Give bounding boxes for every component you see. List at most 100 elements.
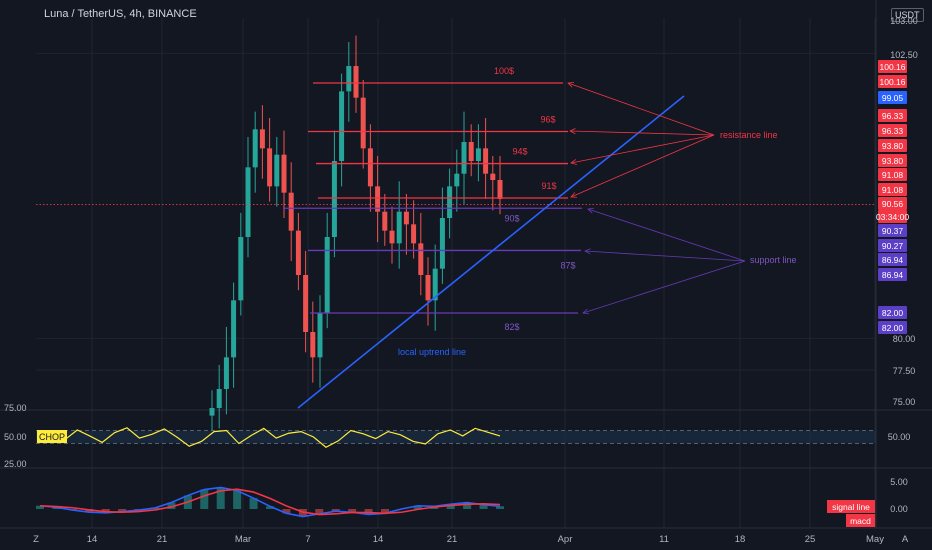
candle <box>411 224 417 244</box>
candle <box>396 211 402 244</box>
price-label <box>878 224 907 237</box>
legend-signal-text: signal line <box>832 502 870 512</box>
candle <box>475 148 481 162</box>
candles <box>209 35 503 431</box>
candle <box>274 154 280 187</box>
candle <box>432 268 438 301</box>
level-lines: 100$ 96$ 94$ 91$ 90$ 87$ 82$ <box>36 66 876 409</box>
candle <box>360 97 366 149</box>
trend-line <box>297 95 685 409</box>
macd-histogram-bar <box>118 509 127 512</box>
candle <box>288 192 294 231</box>
price-label-text: 90.56 <box>882 199 904 209</box>
price-label <box>878 268 907 281</box>
price-label-text: 82.00 <box>882 323 904 333</box>
time-tick: Z <box>33 534 39 545</box>
candle <box>331 161 337 238</box>
candle <box>497 180 503 200</box>
price-label-text: 03:34:00 <box>876 212 909 222</box>
candle <box>461 142 467 174</box>
price-label-text: 93.80 <box>882 141 904 151</box>
signal-line <box>39 488 501 516</box>
candle <box>281 154 287 193</box>
price-label-text: 91.08 <box>882 185 904 195</box>
price-label <box>878 197 907 210</box>
chop-tick: 25.00 <box>4 459 27 469</box>
price-label-text: 96.33 <box>882 126 904 136</box>
macd-histogram-bar <box>233 490 242 509</box>
time-tick: Apr <box>558 534 573 545</box>
price-label-text: 96.33 <box>882 111 904 121</box>
price-tick: 75.00 <box>893 397 916 407</box>
price-tick: 80.00 <box>893 334 916 344</box>
price-label <box>878 139 907 152</box>
candle <box>346 66 352 92</box>
macd-histogram-bar <box>331 509 340 512</box>
trend-annotation: local uptrend line <box>398 347 466 357</box>
chop-badge-text: CHOP <box>39 432 65 442</box>
support-label: 90$ <box>504 213 519 223</box>
price-label-text: 100.16 <box>880 62 906 72</box>
annotation-arrow <box>567 82 715 136</box>
candle <box>252 129 258 168</box>
annotation-arrow <box>587 208 746 262</box>
candle <box>259 129 265 149</box>
price-label-text: 86.94 <box>882 255 904 265</box>
price-label <box>878 183 907 196</box>
candle <box>295 230 301 276</box>
macd-histogram-bar <box>266 506 274 509</box>
candle <box>303 275 309 332</box>
price-label-text: 90.27 <box>882 241 904 251</box>
macd-histogram-bar <box>479 504 488 509</box>
support-label: 82$ <box>504 322 519 332</box>
arrow-head <box>582 308 589 315</box>
candle <box>447 186 453 219</box>
price-label <box>878 154 907 167</box>
resistance-label: 100$ <box>494 66 514 76</box>
macd-histogram-bar <box>446 504 455 509</box>
price-label <box>878 124 907 137</box>
macd-histogram-bar <box>101 509 110 513</box>
candle <box>425 275 431 301</box>
currency-badge[interactable]: USDT <box>891 8 924 22</box>
price-label <box>878 253 907 266</box>
annotation-arrow <box>569 130 715 136</box>
macd-tick: 5.00 <box>890 477 908 487</box>
macd-histogram-bar <box>413 505 422 509</box>
macd-tick: 0.00 <box>890 504 908 514</box>
price-label-text: 100.16 <box>880 77 906 87</box>
chop-band <box>36 430 876 444</box>
annotations: resistance line support line local uptrend… <box>398 81 797 357</box>
chop-right-label: 50.00 <box>888 432 911 442</box>
candle <box>468 142 474 162</box>
price-label <box>878 109 907 122</box>
price-label-text: 99.05 <box>882 93 904 103</box>
price-label <box>878 168 907 181</box>
arrow-head <box>570 159 577 165</box>
candle <box>267 148 273 187</box>
price-tick: 77.50 <box>893 366 916 376</box>
candle <box>454 173 460 187</box>
arrow-head <box>587 207 595 214</box>
candle <box>490 173 496 181</box>
annotation-arrow <box>570 134 715 164</box>
macd-histogram-bar <box>282 509 291 514</box>
candle <box>418 243 424 276</box>
macd-histogram-bar <box>463 502 472 509</box>
annotation-arrow <box>584 250 746 262</box>
macd-histogram-bar <box>381 509 389 514</box>
macd-histogram-bar <box>348 509 357 513</box>
time-tick: 21 <box>157 534 168 545</box>
macd-histogram-bar <box>167 502 176 509</box>
time-tick: May <box>866 534 884 545</box>
time-tick: 25 <box>805 534 816 545</box>
candle <box>439 218 445 269</box>
price-label <box>878 321 907 334</box>
annotation-arrow <box>570 134 715 198</box>
time-tick: 21 <box>447 534 458 545</box>
macd-histogram-bar <box>496 506 504 509</box>
support-label: 87$ <box>560 260 575 270</box>
time-tick: Mar <box>235 534 251 545</box>
arrow-head <box>584 248 591 255</box>
